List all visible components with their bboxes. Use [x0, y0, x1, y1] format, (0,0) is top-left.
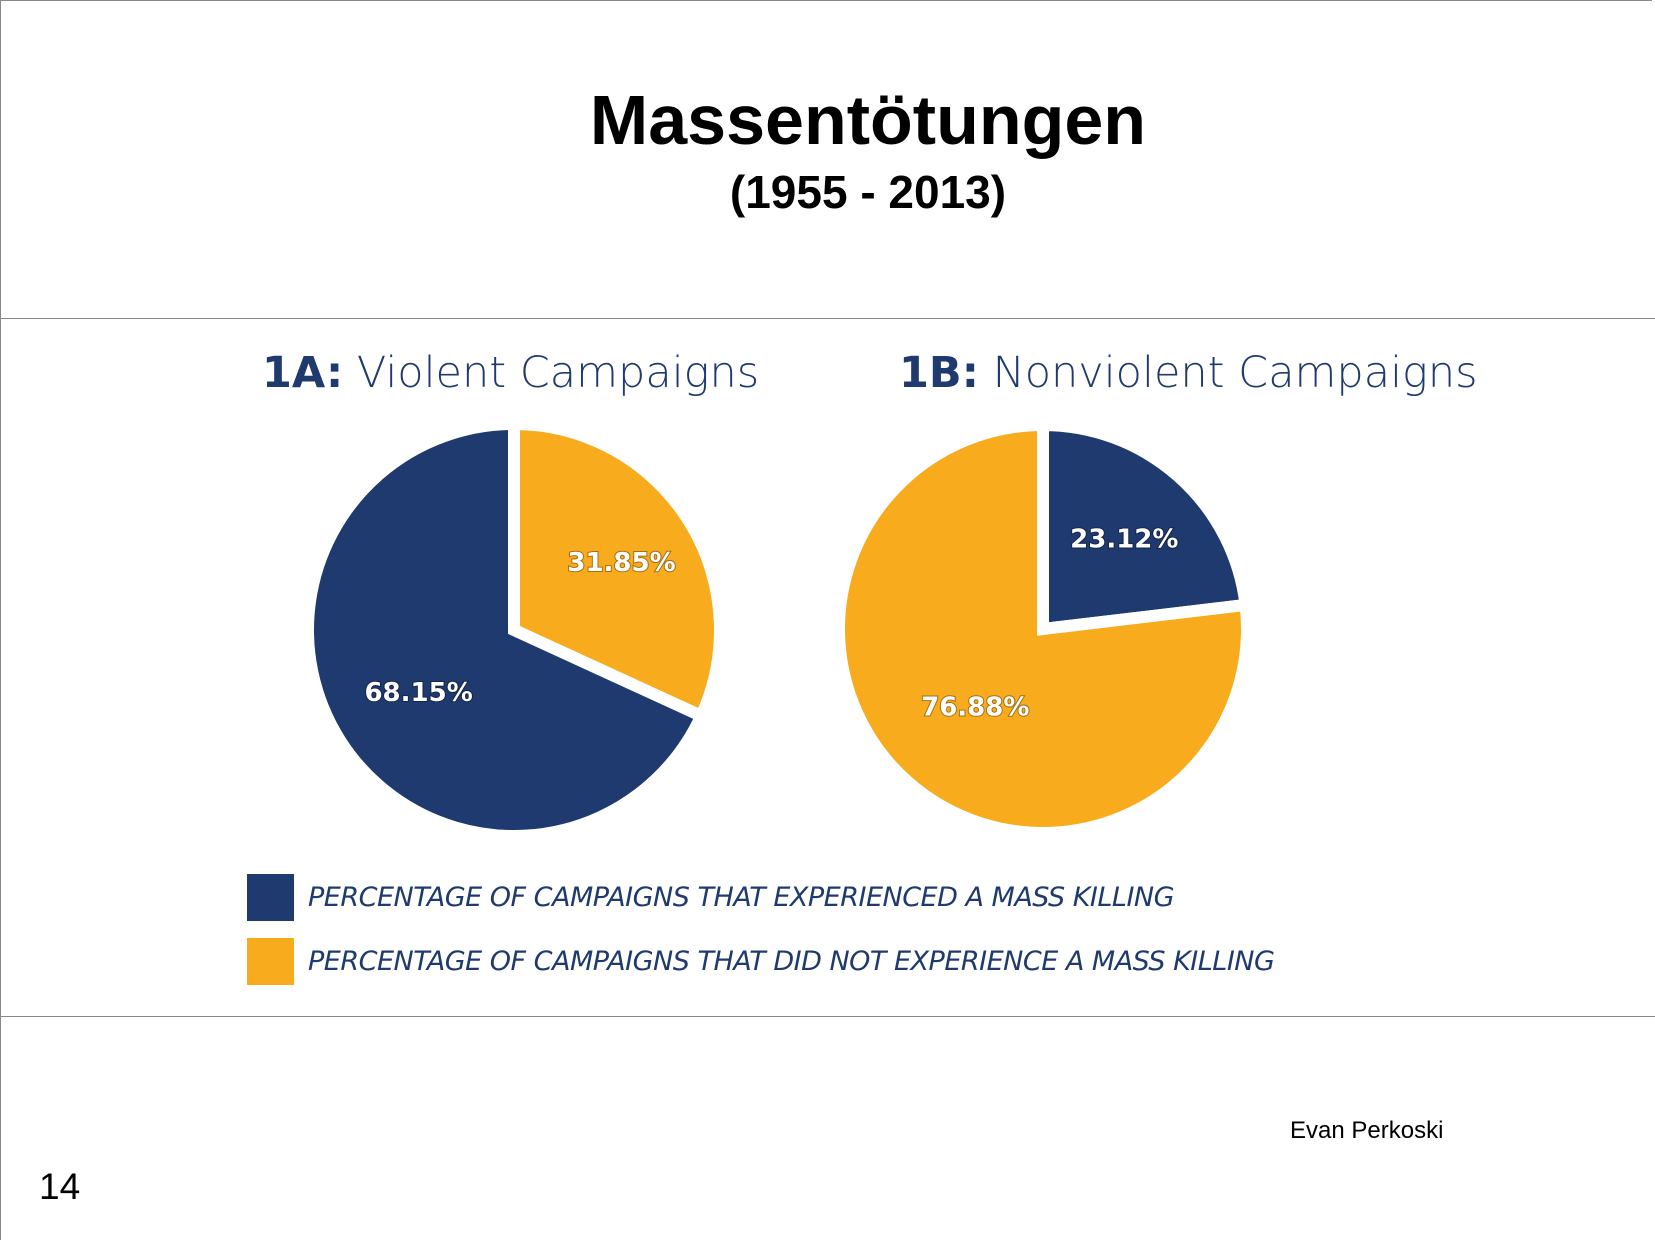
slide-subtitle: (1955 - 2013) [729, 166, 1007, 218]
pie-1a-label-1: 68.15% [364, 678, 472, 708]
pie-1a-label-0: 31.85% [567, 548, 675, 578]
pie-1b-label-1: 76.88% [921, 692, 1029, 722]
pie-1b-label-0: 23.12% [1070, 524, 1178, 554]
pie-title-1a: 1A: Violent Campaigns [262, 348, 759, 398]
pie-1a-slice-0 [508, 417, 726, 724]
legend-swatch-no-killing [247, 938, 294, 985]
author-name: Evan Perkoski [1290, 1117, 1444, 1144]
legend-swatch-killing [247, 874, 294, 921]
pie-prefix: 1A: [262, 348, 344, 398]
pie-title-text: Violent Campaigns [356, 348, 760, 398]
header-divider [0, 318, 1655, 319]
slide-title: Massentötungen [589, 81, 1147, 159]
footer-divider [0, 1016, 1655, 1017]
pie-title-1b: 1B: Nonviolent Campaigns [899, 348, 1478, 398]
pie-title-text: Nonviolent Campaigns [992, 348, 1478, 398]
legend-label-no-killing: PERCENTAGE OF CAMPAIGNS THAT DID NOT EXP… [308, 946, 1275, 977]
pie-1b-slice-1 [833, 418, 1253, 839]
pie-1a-slice-1 [302, 417, 710, 842]
legend-label-killing: PERCENTAGE OF CAMPAIGNS THAT EXPERIENCED… [308, 882, 1175, 913]
pie-prefix: 1B: [899, 348, 979, 398]
page-number: 14 [39, 1166, 81, 1207]
pie-1b-slice-0 [1037, 418, 1253, 636]
